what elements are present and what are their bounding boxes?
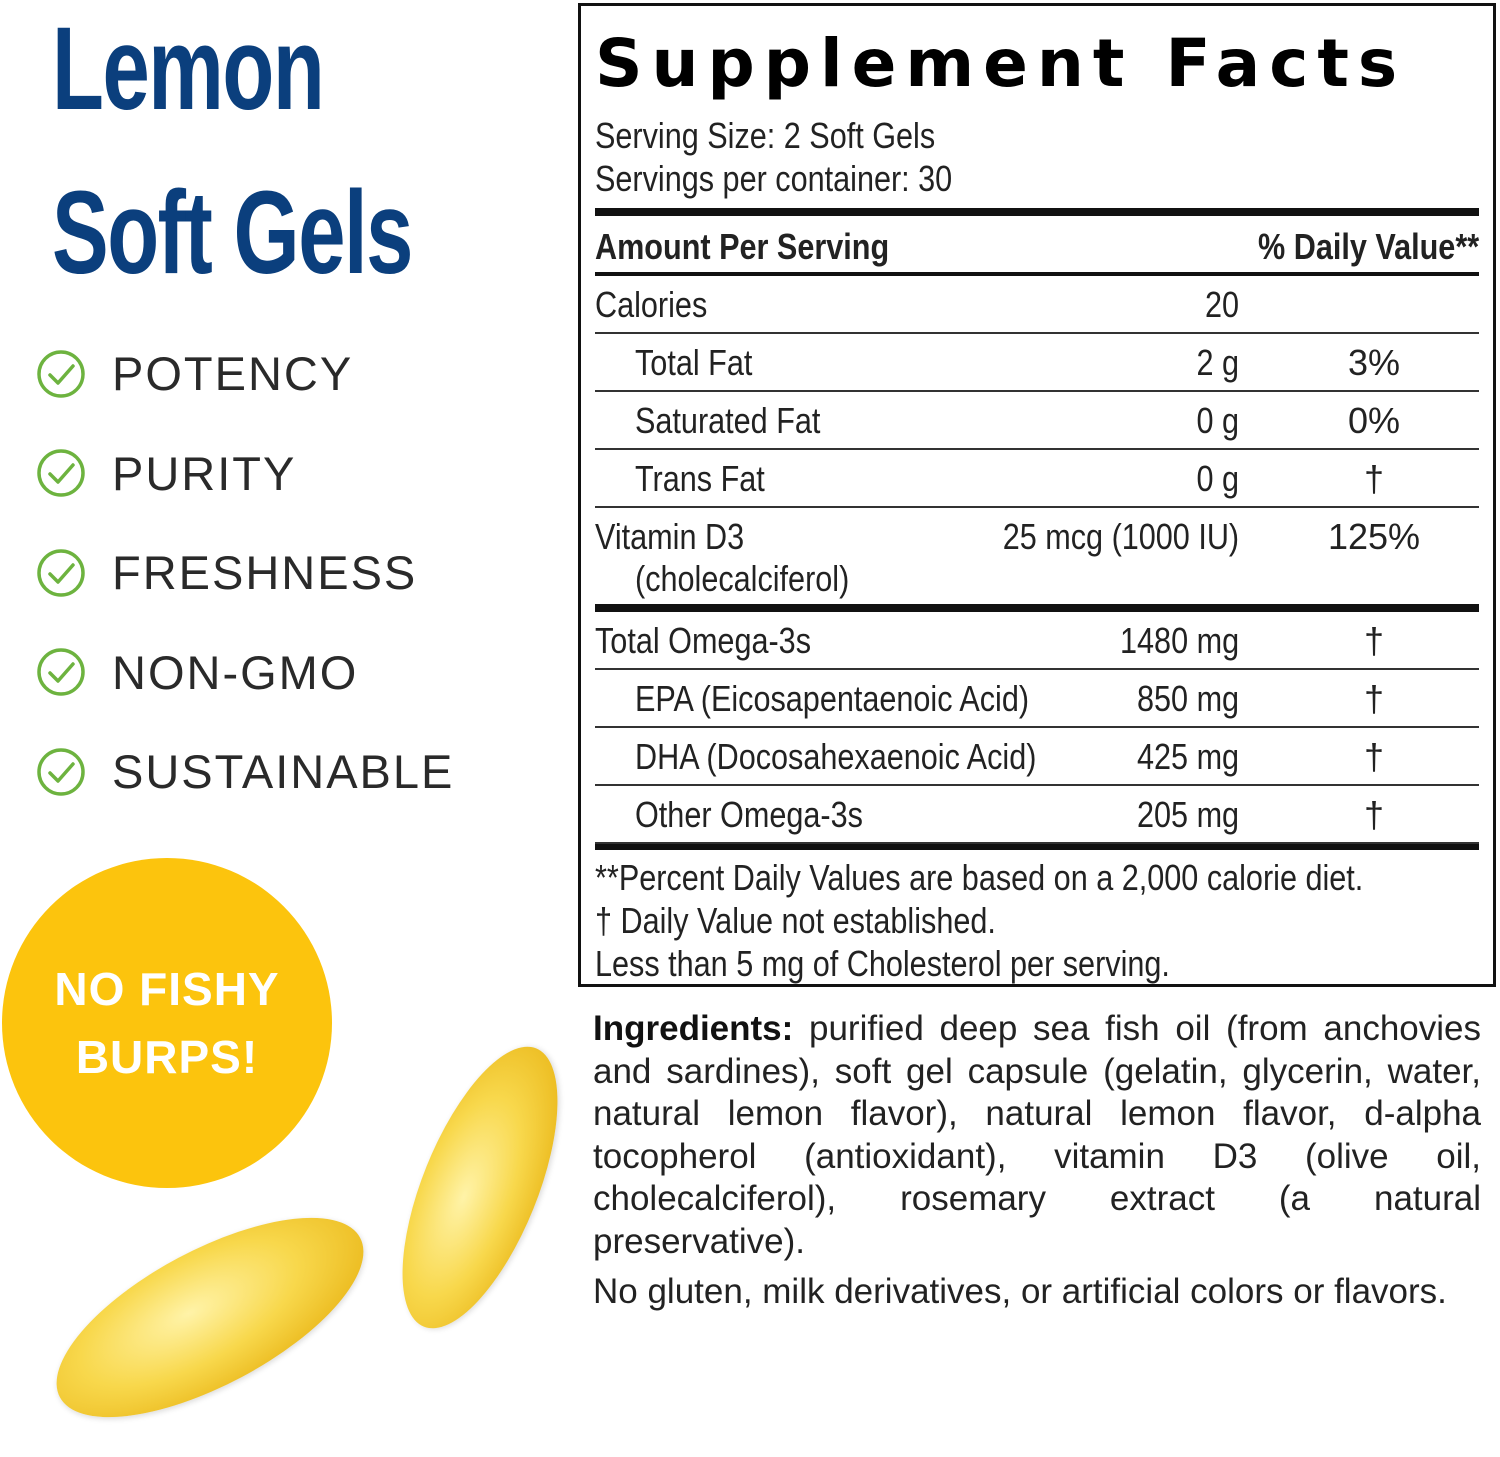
- nutrient-name: Vitamin D3: [595, 516, 745, 557]
- facts-row: Trans Fat 0 g †: [595, 450, 1479, 508]
- servings-per-container: Servings per container: 30: [595, 158, 953, 199]
- facts-row: EPA (Eicosapentaenoic Acid) 850 mg †: [595, 670, 1479, 728]
- nutrient-amount: 2 g: [1196, 342, 1239, 383]
- nutrient-daily-value: †: [1363, 458, 1385, 499]
- facts-row: Total Omega-3s 1480 mg †: [595, 612, 1479, 670]
- divider: [595, 842, 1479, 850]
- feature-label: FRESHNESS: [112, 546, 418, 599]
- feature-label: SUSTAINABLE: [112, 745, 455, 798]
- supplement-facts-panel: Supplement Facts Serving Size: 2 Soft Ge…: [578, 3, 1496, 987]
- nutrient-daily-value: †: [1363, 678, 1385, 719]
- nutrient-name: Other Omega-3s: [635, 794, 863, 835]
- nutrient-name: Total Fat: [635, 342, 753, 383]
- nutrient-name: Trans Fat: [635, 458, 765, 499]
- nutrient-amount: 205 mg: [1136, 794, 1239, 835]
- facts-row: Vitamin D3 (cholecalciferol) 25 mcg (1000 …: [595, 508, 1479, 604]
- feature-label: PURITY: [112, 446, 297, 500]
- product-title-line2: Soft Gels: [52, 167, 413, 299]
- feature-item: NON-GMO: [36, 645, 358, 700]
- feature-item: FRESHNESS: [36, 545, 417, 600]
- check-circle-icon: [37, 449, 85, 497]
- nutrient-daily-value: 125%: [1327, 516, 1421, 557]
- nutrient-amount: 20: [1204, 284, 1239, 325]
- divider: [595, 208, 1479, 216]
- nutrient-daily-value: 3%: [1347, 342, 1401, 383]
- feature-label: NON-GMO: [112, 645, 359, 699]
- nutrient-name: Calories: [595, 284, 708, 325]
- nutrient-amount: 0 g: [1196, 458, 1239, 499]
- ingredients-text: purified deep sea fish oil (from anchovi…: [593, 1009, 1481, 1261]
- nutrient-amount: 0 g: [1196, 400, 1239, 441]
- feature-item: SUSTAINABLE: [36, 744, 454, 799]
- nutrient-name: DHA (Docosahexaenoic Acid): [635, 736, 1037, 777]
- check-circle-icon: [37, 548, 85, 597]
- dv-header: % Daily Value**: [1257, 226, 1479, 267]
- feature-label: POTENCY: [112, 347, 354, 400]
- badge-line1: NO FISHY: [54, 963, 280, 1015]
- ingredients: Ingredients: purified deep sea fish oil …: [593, 1008, 1481, 1314]
- facts-row: Other Omega-3s 205 mg †: [595, 786, 1479, 844]
- divider: [595, 604, 1479, 612]
- no-fishy-burps-badge: NO FISHY BURPS!: [2, 858, 332, 1188]
- feature-item: POTENCY: [36, 346, 353, 401]
- soft-gel-capsule: [28, 1178, 392, 1457]
- nutrient-amount: 425 mg: [1136, 736, 1239, 777]
- product-title-line1: Lemon: [52, 3, 325, 135]
- facts-row: Saturated Fat 0 g 0%: [595, 392, 1479, 450]
- nutrient-daily-value: 0%: [1347, 400, 1401, 441]
- facts-row: DHA (Docosahexaenoic Acid) 425 mg †: [595, 728, 1479, 786]
- facts-title: Supplement Facts: [595, 25, 1407, 102]
- nutrient-subname: (cholecalciferol): [635, 558, 850, 599]
- allergen-note: No gluten, milk derivatives, or artifici…: [593, 1272, 1447, 1311]
- nutrient-name: EPA (Eicosapentaenoic Acid): [635, 678, 1030, 719]
- check-circle-icon: [37, 349, 85, 398]
- facts-row: Calories 20: [595, 276, 1479, 334]
- facts-header: Amount Per Serving % Daily Value**: [595, 216, 1479, 276]
- serving-size: Serving Size: 2 Soft Gels: [595, 115, 936, 156]
- nutrient-daily-value: †: [1363, 794, 1385, 835]
- nutrient-amount: 25 mcg (1000 IU): [1002, 516, 1239, 557]
- amount-header: Amount Per Serving: [595, 226, 890, 267]
- nutrient-amount: 1480 mg: [1119, 620, 1239, 661]
- nutrient-name: Total Omega-3s: [595, 620, 811, 661]
- soft-gel-capsule: [370, 1026, 590, 1349]
- nutrient-daily-value: †: [1363, 736, 1385, 777]
- badge-line2: BURPS!: [75, 1031, 259, 1083]
- nutrient-daily-value: †: [1363, 620, 1385, 661]
- feature-item: PURITY: [36, 446, 296, 501]
- facts-row: Total Fat 2 g 3%: [595, 334, 1479, 392]
- footnote: Less than 5 mg of Cholesterol per servin…: [595, 943, 1170, 984]
- ingredients-label: Ingredients:: [593, 1009, 794, 1048]
- check-circle-icon: [37, 747, 85, 796]
- check-circle-icon: [37, 648, 85, 696]
- footnote: † Daily Value not established.: [595, 900, 996, 941]
- footnote: **Percent Daily Values are based on a 2,…: [595, 857, 1364, 898]
- nutrient-name: Saturated Fat: [635, 400, 821, 441]
- nutrient-amount: 850 mg: [1136, 678, 1239, 719]
